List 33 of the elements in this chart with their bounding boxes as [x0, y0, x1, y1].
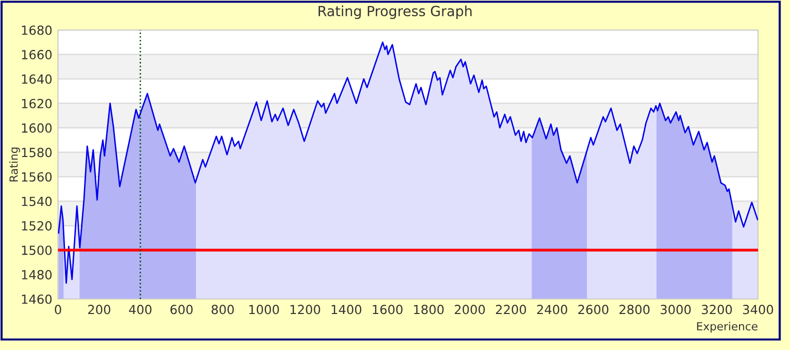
y-tick-label: 1660 [22, 50, 52, 60]
x-tick-label: 3200 [702, 304, 732, 314]
y-tick-label: 1680 [22, 25, 52, 35]
x-tick-label: 2000 [454, 304, 485, 314]
y-tick-label: 1460 [22, 294, 52, 304]
chart-title: Rating Progress Graph [318, 6, 472, 19]
y-tick-label: 1480 [22, 270, 52, 280]
x-tick-label: 1200 [290, 304, 320, 314]
x-tick-label: 1800 [414, 304, 444, 314]
x-tick-label: 2600 [578, 304, 608, 314]
x-tick-label: 1400 [332, 304, 362, 314]
y-tick-label: 1600 [22, 123, 52, 133]
x-tick-label: 1600 [372, 304, 402, 314]
y-tick-label: 1500 [22, 246, 52, 256]
x-tick-label: 0 [54, 304, 62, 314]
x-tick-label: 1000 [249, 304, 279, 314]
x-tick-label: 400 [129, 304, 152, 314]
y-tick-label: 1640 [22, 74, 52, 84]
x-tick-label: 2400 [537, 304, 568, 314]
y-axis-title: Rating [9, 148, 20, 182]
x-tick-label: 200 [88, 304, 110, 314]
y-tick-label: 1580 [22, 148, 52, 158]
x-tick-label: 600 [170, 304, 193, 314]
y-tick-label: 1560 [22, 172, 52, 182]
x-tick-label: 2800 [619, 304, 650, 314]
x-tick-label: 3400 [743, 304, 774, 314]
x-tick-label: 800 [212, 304, 234, 314]
y-tick-label: 1620 [22, 98, 52, 108]
x-tick-label: 3000 [660, 304, 691, 314]
x-axis-title: Experience [697, 322, 758, 333]
y-tick-label: 1520 [22, 221, 52, 231]
x-tick-label: 2200 [496, 304, 526, 314]
y-tick-label: 1540 [22, 196, 52, 206]
